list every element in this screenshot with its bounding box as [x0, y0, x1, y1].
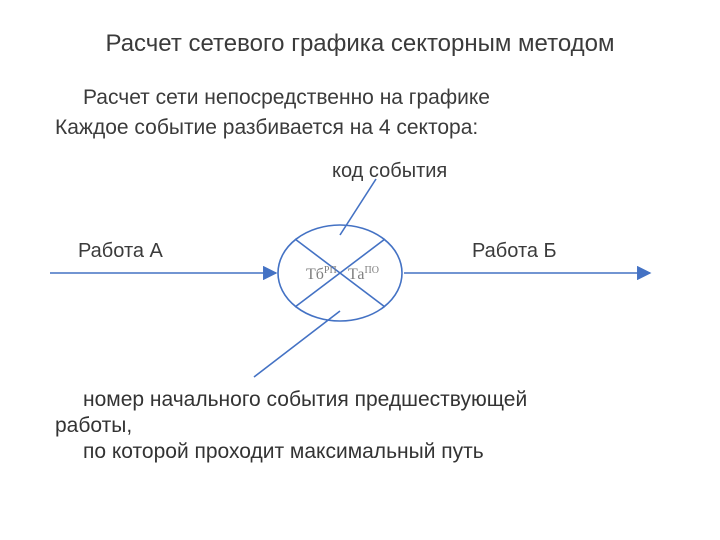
- sector-diagram: ТбРПТаПО: [0, 155, 720, 385]
- caption-line3: по которой проходит максимальный путь: [55, 440, 665, 464]
- page-title: Расчет сетевого графика секторным методо…: [55, 30, 665, 58]
- caption-line1: номер начального события предшествующей: [55, 388, 665, 412]
- slide: Расчет сетевого графика секторным методо…: [0, 0, 720, 540]
- diagram-svg: ТбРПТаПО: [0, 155, 720, 385]
- subtitle: Расчет сети непосредственно на графике: [55, 86, 665, 110]
- line2: Каждое событие разбивается на 4 сектора:: [55, 116, 665, 140]
- caption-line2: работы,: [55, 414, 665, 438]
